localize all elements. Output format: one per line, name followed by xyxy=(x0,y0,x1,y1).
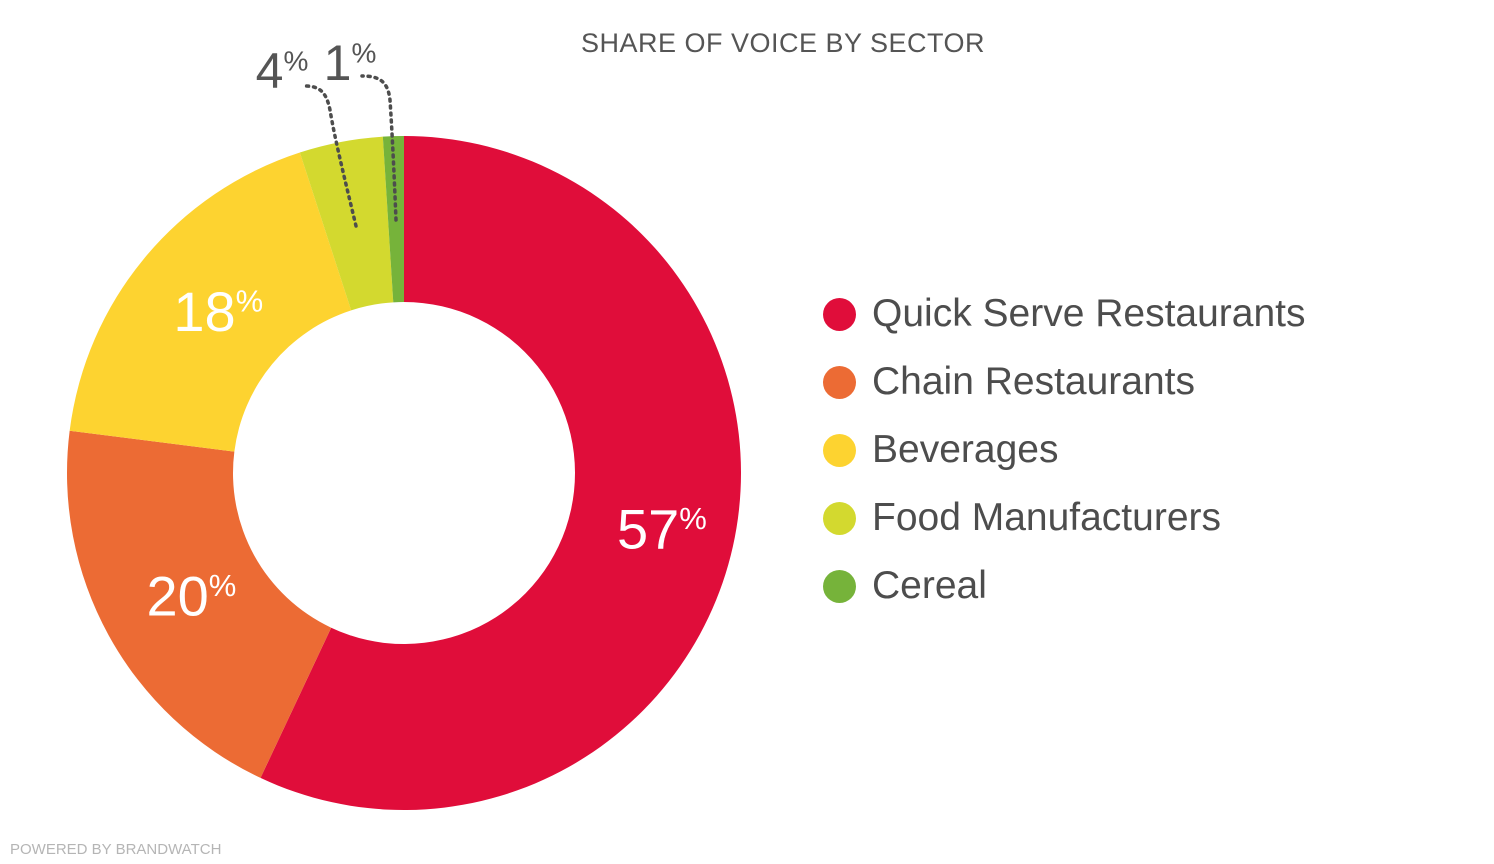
chart-title: SHARE OF VOICE BY SECTOR xyxy=(580,28,986,58)
data-label-chain-restaurants: 20% xyxy=(146,564,236,627)
legend-item-cereal: Cereal xyxy=(823,552,1306,620)
slice-food-manufacturers xyxy=(299,136,394,311)
legend-item-food-manufacturers: Food Manufacturers xyxy=(823,484,1306,552)
slice-beverages xyxy=(69,152,352,452)
slice-quick-serve-restaurants xyxy=(260,136,742,811)
data-label-food-manufacturers: 4% xyxy=(256,43,309,99)
data-label-beverages: 18% xyxy=(173,280,263,343)
legend-label: Food Manufacturers xyxy=(872,496,1222,539)
legend: Quick Serve Restaurants Chain Restaurants… xyxy=(823,280,1306,620)
legend-swatch xyxy=(823,433,856,467)
data-label-quick-serve-restaurants: 57% xyxy=(617,497,707,560)
legend-swatch xyxy=(823,365,856,399)
legend-label: Chain Restaurants xyxy=(872,360,1196,403)
legend-label: Beverages xyxy=(872,428,1059,471)
leader-line-cereal xyxy=(360,74,398,222)
legend-swatch xyxy=(823,569,856,603)
legend-label: Cereal xyxy=(872,564,987,607)
legend-item-beverages: Beverages xyxy=(823,416,1306,484)
footer-credit: POWERED BY BRANDWATCH xyxy=(10,841,222,858)
legend-swatch xyxy=(823,297,856,331)
data-label-cereal: 1% xyxy=(324,35,377,91)
legend-label: Quick Serve Restaurants xyxy=(872,292,1306,335)
legend-item-chain-restaurants: Chain Restaurants xyxy=(823,348,1306,416)
leader-line-food-manufacturers xyxy=(302,84,358,228)
slice-cereal xyxy=(382,136,404,303)
slice-chain-restaurants xyxy=(67,430,332,778)
legend-swatch xyxy=(823,501,856,535)
legend-item-quick-serve-restaurants: Quick Serve Restaurants xyxy=(823,280,1306,348)
